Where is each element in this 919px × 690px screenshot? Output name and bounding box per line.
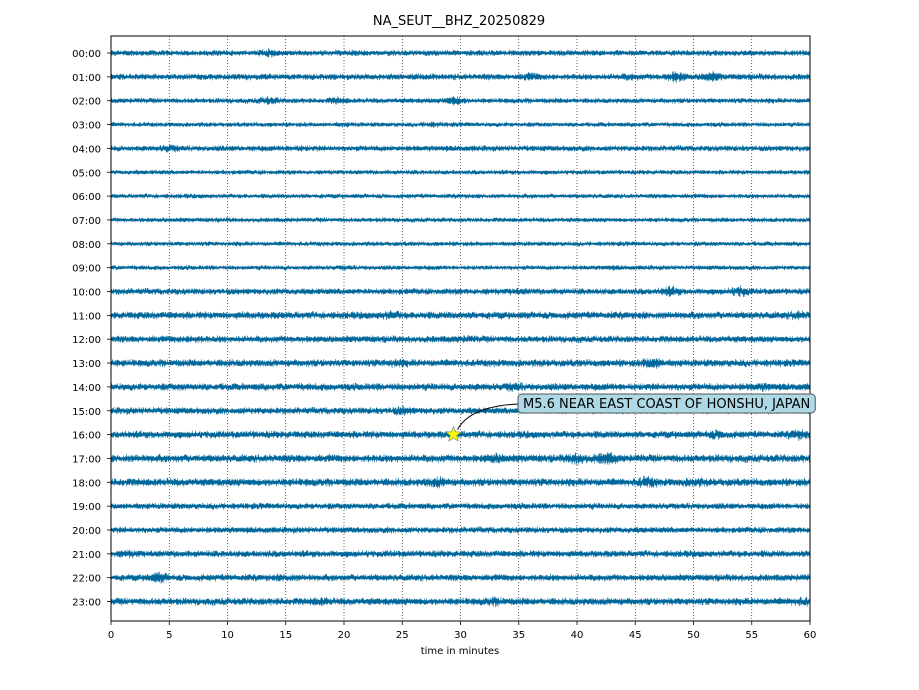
trace-row-1200 (110, 335, 811, 344)
y-tick-label: 16:00 (72, 431, 101, 442)
annotation-arrow (457, 403, 519, 430)
y-tick-label: 18:00 (72, 478, 101, 489)
trace-row-2100 (110, 549, 811, 559)
x-tick-label: 20 (338, 630, 351, 641)
trace-row-0900 (110, 264, 811, 271)
seismic-traces (110, 47, 811, 608)
y-tick-label: 06:00 (72, 192, 101, 203)
y-tick-label: 10:00 (72, 288, 101, 299)
trace-row-0800 (110, 241, 811, 247)
trace-row-0700 (110, 217, 811, 223)
trace-row-0500 (110, 169, 811, 176)
trace-row-1300 (110, 357, 811, 369)
trace-row-1400 (110, 382, 811, 393)
x-tick-label: 60 (804, 630, 817, 641)
trace-row-1700 (110, 452, 811, 466)
trace-row-1100 (110, 310, 811, 321)
x-tick-label: 45 (629, 630, 642, 641)
plot-frame (110, 35, 811, 622)
y-tick-label: 05:00 (72, 168, 101, 179)
y-tick-label: 03:00 (72, 121, 101, 132)
annotation-text: M5.6 NEAR EAST COAST OF HONSHU, JAPAN (523, 397, 810, 412)
y-tick-labels: 00:00 01:00 02:00 03:00 04:00 05:00 06:00 07:00… (72, 49, 111, 609)
y-tick-label: 17:00 (72, 454, 101, 465)
x-axis-label: time in minutes (421, 646, 500, 657)
x-tick-label: 40 (571, 630, 584, 641)
trace-row-1600 (110, 429, 811, 441)
trace-row-0300 (110, 121, 811, 128)
x-tick-label: 15 (279, 630, 292, 641)
y-tick-label: 13:00 (72, 359, 101, 370)
y-tick-label: 14:00 (72, 383, 101, 394)
y-tick-label: 08:00 (72, 240, 101, 251)
y-tick-label: 20:00 (72, 526, 101, 537)
trace-row-0100 (110, 70, 811, 84)
x-tick-label: 10 (221, 630, 234, 641)
y-tick-label: 09:00 (72, 264, 101, 275)
y-tick-label: 22:00 (72, 574, 101, 585)
trace-row-1900 (110, 502, 811, 510)
trace-row-1800 (110, 475, 811, 489)
x-tick-label: 0 (108, 630, 114, 641)
x-tick-label: 35 (512, 630, 525, 641)
trace-row-0400 (110, 144, 811, 153)
y-tick-label: 04:00 (72, 144, 101, 155)
annotation-box (517, 393, 816, 414)
trace-row-0600 (110, 193, 811, 199)
trace-row-2300 (110, 596, 811, 608)
trace-row-2000 (110, 526, 811, 534)
y-tick-label: 21:00 (72, 550, 101, 561)
y-tick-label: 07:00 (72, 216, 101, 227)
y-tick-label: 15:00 (72, 407, 101, 418)
y-tick-label: 12:00 (72, 335, 101, 346)
trace-row-0200 (110, 95, 811, 106)
y-tick-label: 11:00 (72, 311, 101, 322)
y-tick-label: 02:00 (72, 97, 101, 108)
x-tick-labels: 0 5 10 15 20 25 30 35 40 45 50 55 60 (108, 621, 817, 641)
trace-row-2200 (110, 571, 811, 584)
event-annotation: M5.6 NEAR EAST COAST OF HONSHU, JAPAN (445, 393, 816, 442)
x-tick-label: 30 (454, 630, 467, 641)
y-tick-label: 19:00 (72, 502, 101, 513)
trace-row-1000 (110, 285, 811, 298)
event-star-marker (445, 425, 462, 442)
y-tick-label: 01:00 (72, 73, 101, 84)
x-tick-label: 5 (166, 630, 172, 641)
x-tick-label: 55 (745, 630, 758, 641)
trace-row-0000 (110, 47, 811, 58)
y-tick-label: 23:00 (72, 598, 101, 609)
y-tick-label: 00:00 (72, 49, 101, 60)
chart-title: NA_SEUT__BHZ_20250829 (373, 14, 545, 29)
x-tick-label: 50 (687, 630, 700, 641)
x-tick-label: 25 (396, 630, 409, 641)
